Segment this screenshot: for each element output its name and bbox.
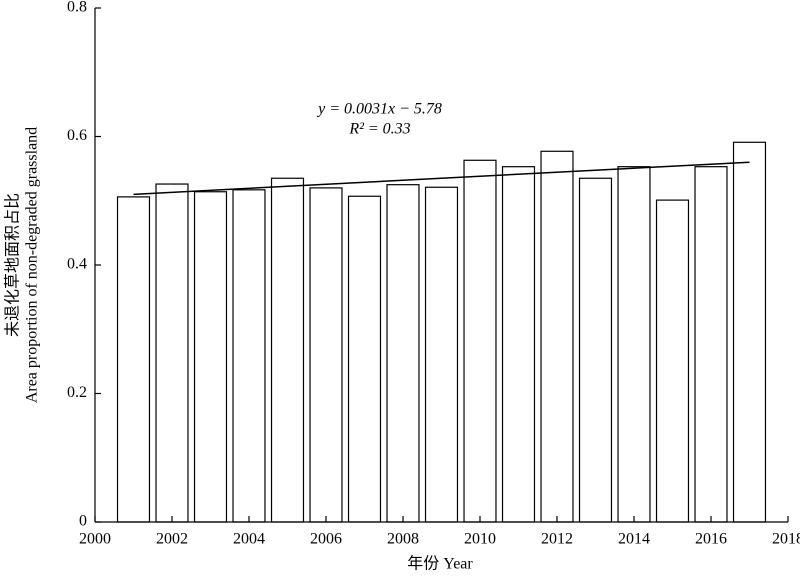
equation: y = 0.0031x − 5.78 xyxy=(316,101,442,118)
y-tick-label: 0 xyxy=(79,513,87,530)
bar xyxy=(193,191,228,523)
y-axis-label: Area proportion of non-degraded grasslan… xyxy=(24,127,41,403)
bar xyxy=(694,166,728,523)
bar xyxy=(309,187,343,523)
bar xyxy=(155,183,189,523)
bar xyxy=(578,177,613,523)
x-tick-label: 2018 xyxy=(772,531,800,548)
r-squared: R² = 0.33 xyxy=(348,121,410,138)
y-tick-label: 0.8 xyxy=(67,0,87,16)
y-axis-label: 未退化草地面积占比 xyxy=(4,193,22,337)
bar xyxy=(617,166,651,523)
bar xyxy=(347,195,382,523)
x-tick-label: 2008 xyxy=(387,531,419,548)
bar xyxy=(424,186,459,523)
x-tick-label: 2000 xyxy=(79,531,111,548)
x-tick-label: 2002 xyxy=(156,531,188,548)
bar xyxy=(116,196,151,523)
bar xyxy=(270,177,305,523)
x-axis-label: 年份 Year xyxy=(407,555,473,573)
x-tick-label: 2010 xyxy=(464,531,496,548)
y-tick-label: 0.4 xyxy=(67,256,87,273)
bar xyxy=(232,189,266,523)
bar xyxy=(540,150,574,523)
x-tick-label: 2012 xyxy=(541,531,573,548)
y-tick-label: 0.6 xyxy=(67,127,87,144)
bar xyxy=(386,184,420,523)
trend-line xyxy=(133,161,750,196)
x-tick-label: 2004 xyxy=(233,531,265,548)
bar xyxy=(655,199,690,523)
x-tick-label: 2006 xyxy=(310,531,342,548)
y-tick-label: 0.2 xyxy=(67,384,87,401)
x-tick-label: 2016 xyxy=(695,531,727,548)
bar xyxy=(732,141,767,523)
bar xyxy=(463,159,497,523)
bar xyxy=(501,166,536,523)
x-tick-label: 2014 xyxy=(618,531,650,548)
